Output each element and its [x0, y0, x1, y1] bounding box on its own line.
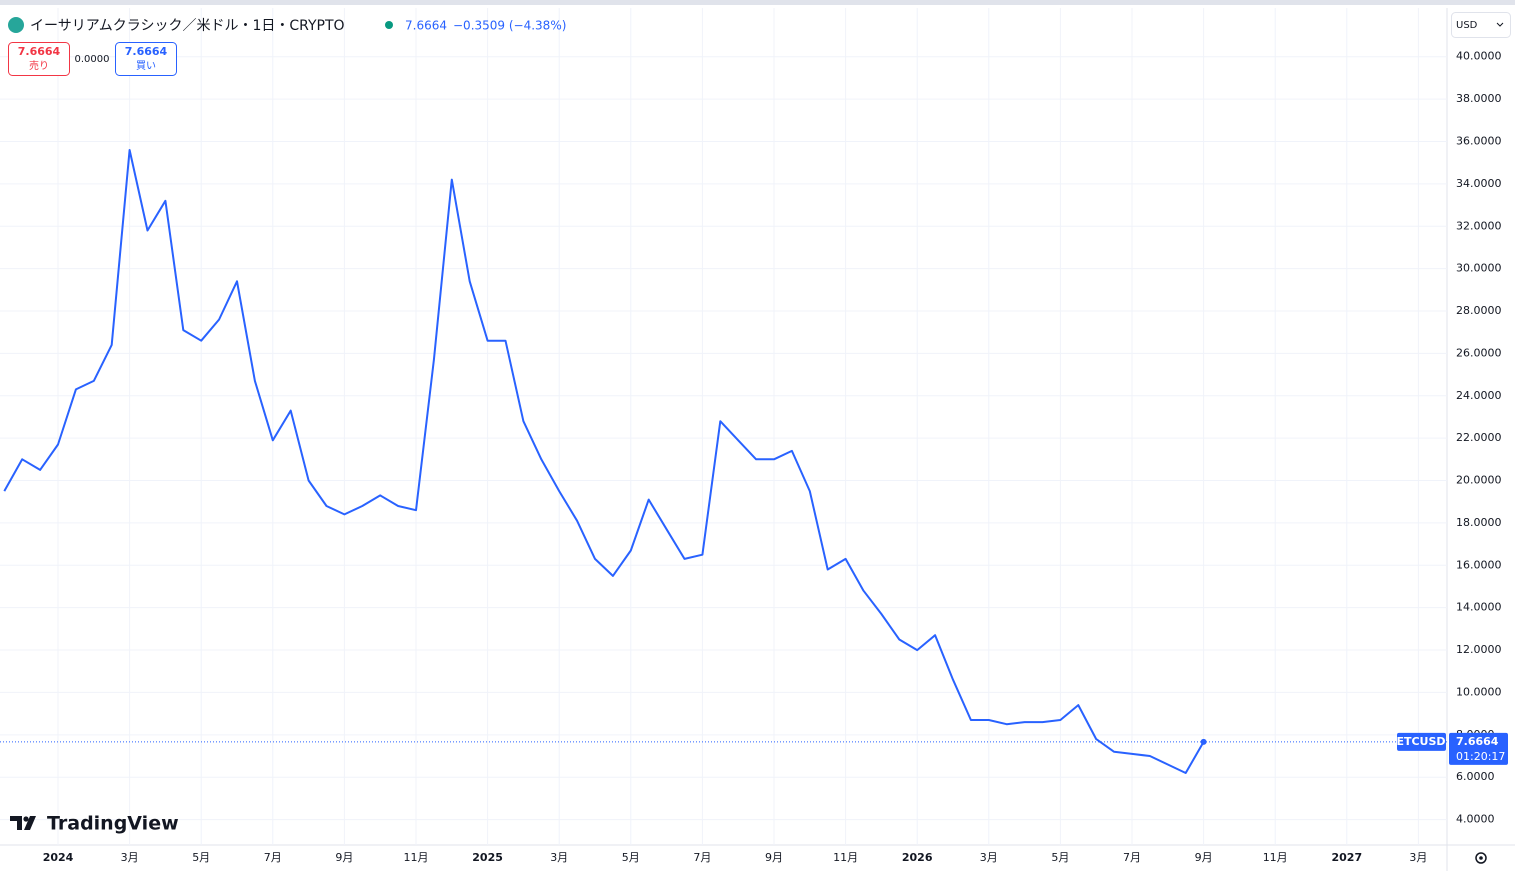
top-bar: [0, 0, 1515, 5]
x-tick-label: 3月: [121, 851, 139, 864]
symbol-tag: [1397, 732, 1446, 751]
y-tick-label: 30.0000: [1456, 262, 1502, 275]
y-tick-label: 40.0000: [1456, 50, 1502, 63]
y-tick-label: 10.0000: [1456, 685, 1502, 698]
sell-price[interactable]: 7.6664: [18, 45, 61, 58]
buy-button[interactable]: [115, 42, 177, 76]
settings-icon[interactable]: [1475, 852, 1487, 864]
x-tick-label: 3月: [980, 851, 998, 864]
y-tick-label: 26.0000: [1456, 346, 1502, 359]
x-tick-label: 9月: [1195, 851, 1213, 864]
y-tick-label: 20.0000: [1456, 474, 1502, 487]
y-tick-label: 6.0000: [1456, 770, 1495, 783]
symbol-icon: [8, 17, 24, 33]
y-tick-label: 34.0000: [1456, 177, 1502, 190]
x-tick-label: 11月: [404, 851, 429, 864]
x-tick-label: 2027: [1331, 851, 1362, 864]
symbol-title: イーサリアムクラシック／米ドル・1日・CRYPTO: [30, 18, 345, 34]
y-tick-label: 24.0000: [1456, 389, 1502, 402]
x-tick-label: 2024: [43, 851, 74, 864]
x-tick-label: 11月: [1263, 851, 1288, 864]
y-tick-label: 38.0000: [1456, 92, 1502, 105]
price-tag: [1449, 732, 1508, 765]
logo-text: TradingView: [47, 813, 179, 835]
plot-area: [0, 8, 1447, 845]
currency-label[interactable]: USD: [1456, 20, 1478, 31]
symbol-tag-label: ETCUSD: [1396, 735, 1445, 748]
x-tick-label: 3月: [550, 851, 568, 864]
x-tick-label: 11月: [833, 851, 858, 864]
header-change: −0.3509 (−4.38%): [453, 19, 566, 33]
price-line: [3, 149, 1205, 774]
x-tick-label: 7月: [1123, 851, 1141, 864]
sell-label[interactable]: 売り: [29, 59, 49, 72]
x-tick-label: 9月: [765, 851, 783, 864]
currency-select[interactable]: [1451, 12, 1511, 38]
y-tick-label: 18.0000: [1456, 516, 1502, 529]
x-tick-label: 9月: [335, 851, 353, 864]
y-tick-label: 4.0000: [1456, 813, 1495, 826]
y-tick-label: 16.0000: [1456, 558, 1502, 571]
x-tick-label: 7月: [264, 851, 282, 864]
last-point: [1200, 738, 1207, 745]
price-tag-countdown: 01:20:17: [1456, 750, 1505, 763]
x-tick-label: 5月: [192, 851, 210, 864]
header-price: 7.6664: [405, 19, 447, 33]
x-tick-label: 7月: [693, 851, 711, 864]
logo-dot: [23, 816, 29, 822]
logo-mark: [10, 816, 36, 830]
spread: 0.0000: [75, 54, 110, 65]
x-tick-label: 2025: [472, 851, 503, 864]
logo: TradingView: [10, 813, 179, 835]
y-tick-label: 12.0000: [1456, 643, 1502, 656]
y-tick-label: 32.0000: [1456, 219, 1502, 232]
y-tick-label: 14.0000: [1456, 601, 1502, 614]
status-dot: [385, 21, 393, 29]
buy-price[interactable]: 7.6664: [125, 45, 168, 58]
x-tick-label: 5月: [1051, 851, 1069, 864]
settings-icon-center[interactable]: [1479, 856, 1483, 860]
x-tick-label: 3月: [1409, 851, 1427, 864]
sell-button[interactable]: [8, 42, 70, 76]
y-tick-label: 36.0000: [1456, 134, 1502, 147]
y-tick-label: 22.0000: [1456, 431, 1502, 444]
x-tick-label: 2026: [902, 851, 933, 864]
currency-caret[interactable]: [1496, 22, 1504, 27]
x-tick-label: 5月: [622, 851, 640, 864]
y-tick-label: 28.0000: [1456, 304, 1502, 317]
price-tag-value: 7.6664: [1456, 735, 1499, 748]
buy-label[interactable]: 買い: [136, 60, 156, 72]
